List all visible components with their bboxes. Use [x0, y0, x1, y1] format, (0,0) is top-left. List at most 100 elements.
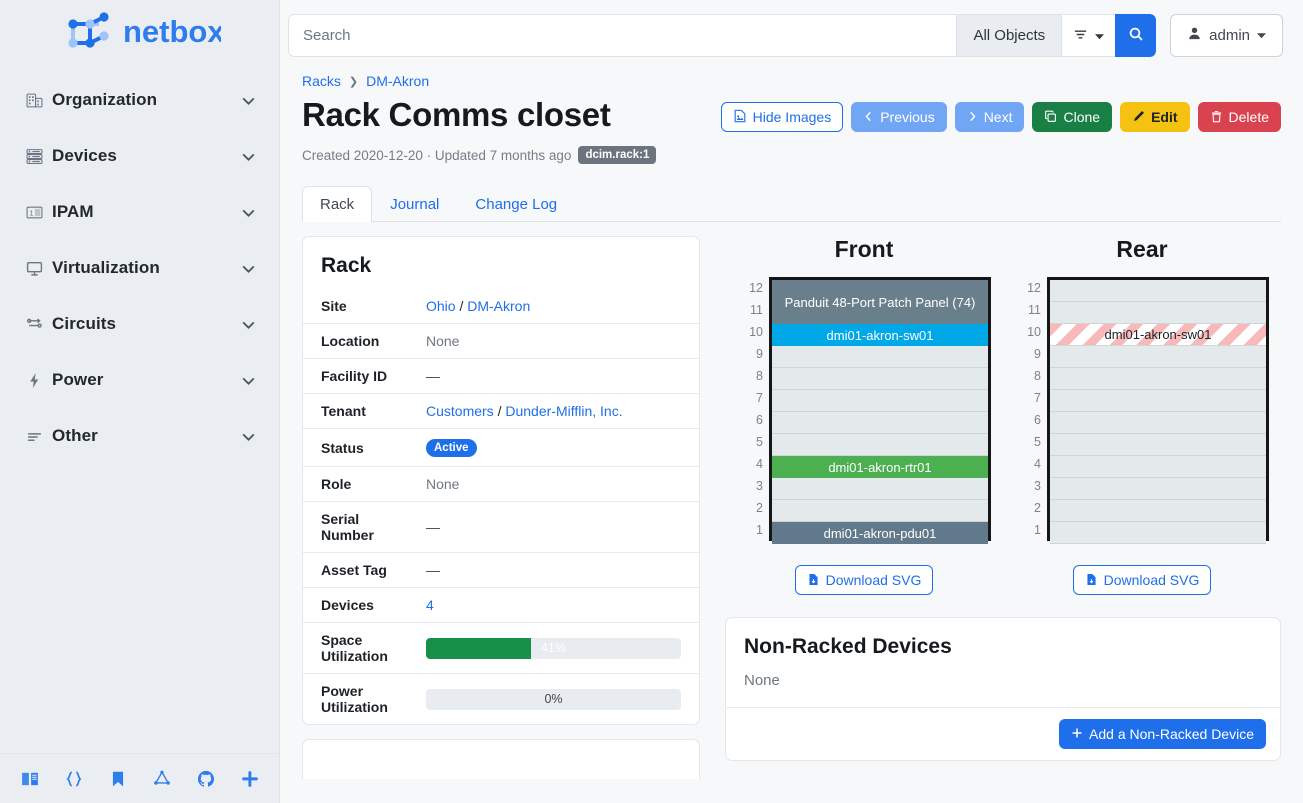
rack-unit-slot[interactable]	[772, 368, 988, 390]
rack-unit-slot[interactable]	[1050, 412, 1266, 434]
unit-number: 1	[1034, 523, 1041, 537]
slack-icon[interactable]	[241, 770, 259, 788]
add-non-racked-device-button[interactable]: Add a Non-Racked Device	[1059, 719, 1266, 749]
sidebar-item-organization[interactable]: Organization	[0, 72, 279, 128]
table-row: Serial Number —	[303, 501, 699, 553]
sidebar-item-virtualization[interactable]: Virtualization	[0, 240, 279, 296]
unit-number: 4	[1034, 457, 1041, 471]
rack-unit-slot[interactable]	[772, 390, 988, 412]
sidebar-item-devices[interactable]: Devices	[0, 128, 279, 184]
rear-elevation-title: Rear	[1116, 236, 1168, 262]
site-link[interactable]: DM-Akron	[467, 298, 531, 314]
content-columns: Rack Site Ohio / DM-Akron	[302, 236, 1281, 779]
site-region-link[interactable]: Ohio	[426, 298, 456, 314]
edit-button[interactable]: Edit	[1120, 102, 1190, 132]
docs-book-icon[interactable]	[21, 770, 39, 788]
rack-device[interactable]: dmi01-akron-pdu01	[772, 522, 988, 544]
rear-download-svg-button[interactable]: Download SVG	[1072, 565, 1212, 595]
sidebar-item-ipam[interactable]: 1 IPAM	[0, 184, 279, 240]
power-utilization-bar: 0%	[426, 688, 681, 710]
rack-unit-slot[interactable]	[1050, 456, 1266, 478]
rack-device[interactable]: dmi01-akron-sw01	[772, 324, 988, 346]
space-utilization-fill	[426, 637, 531, 659]
tenant-group-link[interactable]: Customers	[426, 403, 494, 419]
rack-unit-slot[interactable]	[772, 478, 988, 500]
rack-device[interactable]: dmi01-akron-sw01	[1050, 324, 1266, 346]
table-row: Space Utilization 41%	[303, 622, 699, 674]
rack-unit-slot[interactable]	[772, 434, 988, 456]
page-header-left: Rack Comms closet Created 2020-12-20 · U…	[302, 93, 657, 164]
search-submit-button[interactable]	[1115, 14, 1157, 57]
sidebar-item-other[interactable]: Other	[0, 408, 279, 464]
next-label: Next	[983, 109, 1013, 125]
tab-bar: Rack Journal Change Log	[302, 186, 1281, 222]
clone-button[interactable]: Clone	[1032, 102, 1113, 132]
page-meta-text: Created 2020-12-20 · Updated 7 months ag…	[302, 147, 572, 163]
next-button[interactable]: Next	[954, 102, 1025, 132]
search-scope-select[interactable]: All Objects	[956, 14, 1062, 57]
rear-download-row: Download SVG	[1072, 565, 1212, 595]
rack-unit-slot[interactable]	[1050, 302, 1266, 324]
rack-unit-slot[interactable]	[1050, 346, 1266, 368]
graphql-icon[interactable]	[153, 770, 171, 788]
non-racked-devices-card: Non-Racked Devices None Add a Non-Racked…	[725, 617, 1281, 761]
add-non-racked-label: Add a Non-Racked Device	[1089, 726, 1254, 742]
search-input[interactable]	[288, 14, 957, 57]
github-icon[interactable]	[197, 770, 215, 788]
rack-unit-slot[interactable]	[772, 500, 988, 522]
previous-button[interactable]: Previous	[851, 102, 947, 132]
tab-rack[interactable]: Rack	[302, 186, 373, 222]
rack-unit-slot[interactable]	[772, 412, 988, 434]
rack-unit-slot[interactable]	[1050, 500, 1266, 522]
row-value-location: None	[418, 323, 699, 359]
unit-number: 7	[756, 391, 763, 405]
rack-attributes-table: Site Ohio / DM-Akron Location None	[303, 289, 699, 724]
devices-count-link[interactable]: 4	[426, 597, 434, 613]
rear-download-label: Download SVG	[1103, 572, 1200, 588]
rack-unit-slot[interactable]	[772, 346, 988, 368]
row-value-power-utilization: 0%	[418, 673, 699, 724]
unit-number: 2	[1034, 501, 1041, 515]
unit-number: 9	[756, 347, 763, 361]
rack-unit-slot[interactable]	[1050, 390, 1266, 412]
api-braces-icon[interactable]	[65, 770, 83, 788]
rack-device[interactable]: dmi01-akron-rtr01	[772, 456, 988, 478]
row-label-space-utilization: Space Utilization	[303, 622, 418, 674]
rack-unit-slot[interactable]	[1050, 522, 1266, 544]
delete-button[interactable]: Delete	[1197, 102, 1281, 132]
row-label-serial-number: Serial Number	[303, 501, 418, 553]
image-icon	[733, 109, 747, 125]
search-group: All Objects	[288, 14, 1157, 57]
pencil-icon	[1132, 110, 1145, 125]
chevron-down-icon	[240, 260, 257, 277]
rack-unit-slot[interactable]	[1050, 434, 1266, 456]
tab-change-log[interactable]: Change Log	[475, 196, 558, 213]
hide-images-button[interactable]: Hide Images	[720, 102, 844, 132]
sidebar-item-circuits[interactable]: Circuits	[0, 296, 279, 352]
row-label-location: Location	[303, 323, 418, 359]
search-filter-dropdown[interactable]	[1061, 14, 1116, 57]
sidebar-item-power[interactable]: Power	[0, 352, 279, 408]
rack-unit-slot[interactable]	[1050, 478, 1266, 500]
user-menu-button[interactable]: admin	[1170, 14, 1283, 57]
row-value-facility-id: —	[418, 358, 699, 394]
right-column: Front 12 11 10 9 8 7 6 5 4 3 2 1 Panduit 48-Port Pa…	[725, 236, 1281, 779]
status-badge: Active	[426, 439, 477, 457]
breadcrumb-item-racks[interactable]: Racks	[302, 73, 341, 89]
rack-unit-slot[interactable]	[1050, 368, 1266, 390]
unit-number: 11	[1028, 303, 1041, 317]
row-value-serial-number: —	[418, 501, 699, 553]
ipam-icon: 1	[26, 204, 52, 221]
tenant-link[interactable]: Dunder-Mifflin, Inc.	[505, 403, 623, 419]
brand-logo[interactable]: netbox	[0, 0, 279, 64]
chevron-down-icon	[240, 372, 257, 389]
front-download-svg-button[interactable]: Download SVG	[794, 565, 934, 595]
bookmark-icon[interactable]	[109, 770, 127, 788]
breadcrumb-item-dm-akron[interactable]: DM-Akron	[366, 73, 430, 89]
clone-icon	[1044, 110, 1057, 125]
rack-device[interactable]: Panduit 48-Port Patch Panel (74)	[772, 280, 988, 324]
sidebar: netbox Organization Devices	[0, 0, 280, 803]
table-row: Location None	[303, 323, 699, 359]
tab-journal[interactable]: Journal	[390, 196, 440, 213]
rack-unit-slot[interactable]	[1050, 280, 1266, 302]
